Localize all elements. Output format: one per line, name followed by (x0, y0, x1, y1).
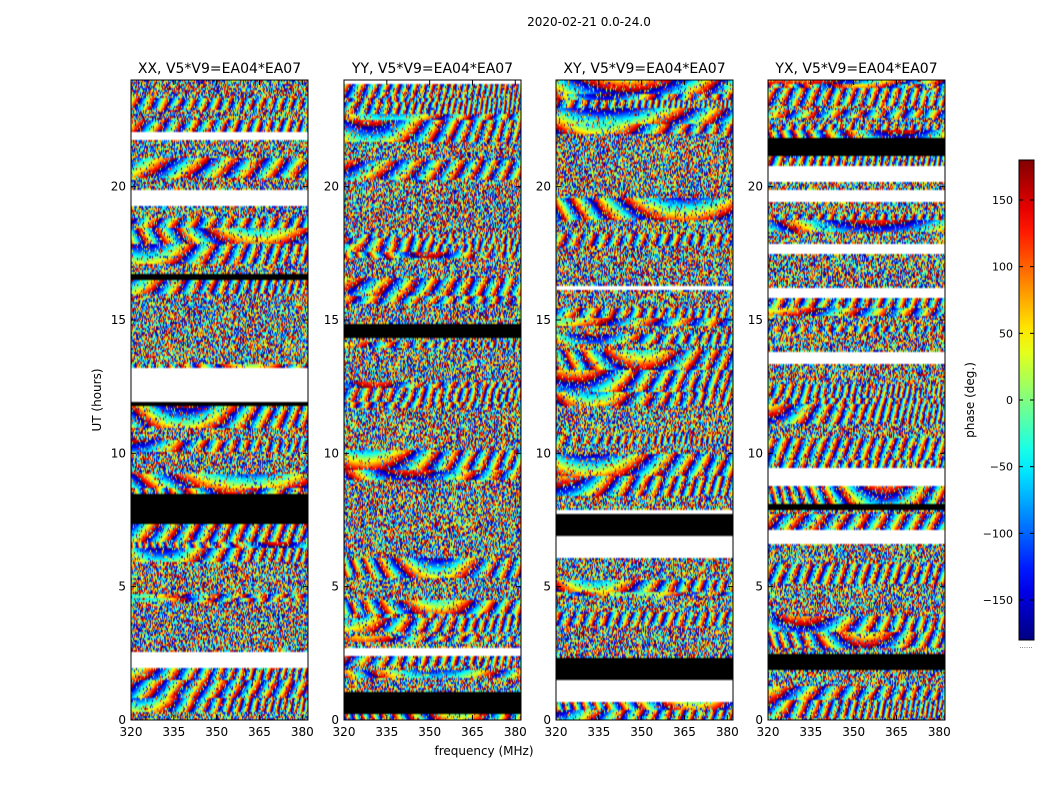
x-tick-label: 365 (673, 725, 696, 739)
panel-title: XY, V5*V9=EA04*EA07 (563, 61, 725, 77)
colorbar-tick-label: −100 (983, 527, 1013, 540)
colorbar: 150 100 50 0 −50 −100 −150 (983, 159, 1035, 641)
x-tick-label: 380 (928, 725, 951, 739)
heatmap-panel: YX, V5*V9=EA04*EA07 320 335 350 365 380 0 5 10 15… (748, 61, 951, 739)
x-tick-label: 320 (757, 725, 780, 739)
colorbar-tick-label: −50 (990, 461, 1013, 474)
x-tick-label: 320 (333, 725, 356, 739)
x-tick-label: 350 (630, 725, 653, 739)
y-tick-label: 0 (543, 713, 551, 727)
x-tick-label: 350 (842, 725, 865, 739)
x-tick-label: 380 (716, 725, 739, 739)
x-axis-label: frequency (MHz) (434, 744, 533, 758)
colorbar-tick-label: 50 (999, 327, 1013, 340)
panel-title: YX, V5*V9=EA04*EA07 (774, 61, 937, 77)
x-tick-label: 335 (587, 725, 610, 739)
x-tick-label: 320 (120, 725, 143, 739)
panel-title: YY, V5*V9=EA04*EA07 (351, 61, 513, 77)
x-tick-label: 380 (504, 725, 527, 739)
panel-title: XX, V5*V9=EA04*EA07 (138, 61, 301, 77)
x-tick-label: 335 (799, 725, 822, 739)
y-tick-label: 20 (324, 180, 339, 194)
colorbar-tick-label: 100 (992, 261, 1013, 274)
y-tick-label: 20 (111, 180, 126, 194)
y-tick-label: 5 (118, 580, 126, 594)
x-tick-label: 365 (461, 725, 484, 739)
x-tick-label: 320 (545, 725, 568, 739)
y-tick-label: 10 (536, 446, 551, 460)
colorbar-tick-label: −150 (983, 594, 1013, 607)
heatmap-image (344, 80, 521, 720)
y-tick-label: 15 (111, 313, 126, 327)
y-tick-label: 5 (543, 580, 551, 594)
x-tick-label: 365 (248, 725, 271, 739)
y-tick-label: 5 (755, 580, 763, 594)
y-tick-label: 20 (536, 180, 551, 194)
y-tick-label: 10 (111, 446, 126, 460)
colorbar-tick-label: 0 (1006, 394, 1013, 407)
heatmap-panel: XX, V5*V9=EA04*EA07 320 335 350 365 380 0 5 10 15… (111, 61, 314, 739)
x-tick-label: 365 (885, 725, 908, 739)
heatmap-image (768, 80, 945, 720)
heatmap-panel: YY, V5*V9=EA04*EA07 320 335 350 365 380 0 5 10 15… (324, 61, 527, 739)
x-tick-label: 350 (205, 725, 228, 739)
y-tick-label: 15 (748, 313, 763, 327)
y-tick-label: 0 (755, 713, 763, 727)
y-tick-label: 10 (748, 446, 763, 460)
y-axis-label: UT (hours) (90, 368, 104, 431)
y-tick-label: 15 (324, 313, 339, 327)
colorbar-tick-label: 150 (992, 194, 1013, 207)
colorbar-label: phase (deg.) (963, 362, 977, 438)
colorbar-dots: ...... (1019, 642, 1032, 650)
y-tick-label: 15 (536, 313, 551, 327)
heatmap-image (556, 80, 733, 720)
panel-frame (767, 79, 946, 721)
y-tick-label: 20 (748, 180, 763, 194)
y-tick-label: 0 (331, 713, 339, 727)
heatmap-panel: XY, V5*V9=EA04*EA07 320 335 350 365 380 0 5 10 15… (536, 61, 739, 739)
panel-frame (555, 79, 734, 721)
x-tick-label: 335 (162, 725, 185, 739)
y-tick-label: 10 (324, 446, 339, 460)
y-tick-label: 0 (118, 713, 126, 727)
y-tick-label: 5 (331, 580, 339, 594)
panel-frame (130, 79, 309, 721)
figure-suptitle: 2020-02-21 0.0-24.0 (527, 15, 651, 29)
x-tick-label: 335 (375, 725, 398, 739)
heatmap-image (131, 80, 308, 720)
panel-frame (343, 79, 522, 721)
x-tick-label: 380 (291, 725, 314, 739)
x-tick-label: 350 (418, 725, 441, 739)
